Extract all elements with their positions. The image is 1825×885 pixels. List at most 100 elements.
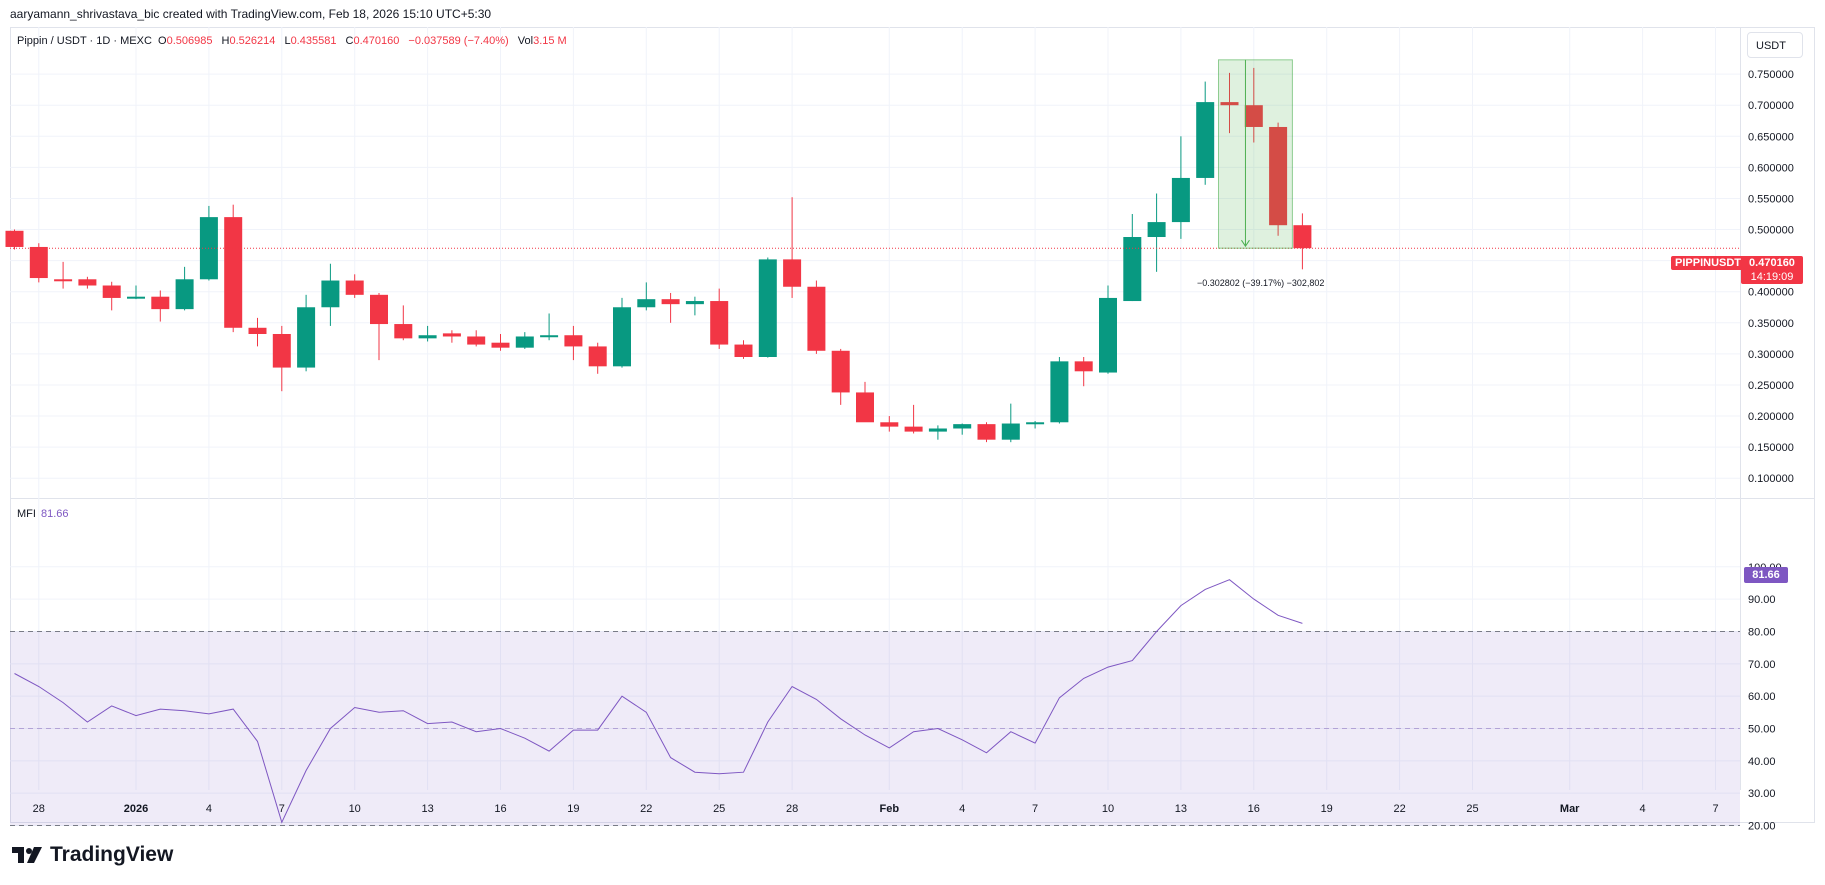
candle-body[interactable] [977, 424, 996, 440]
candle-body[interactable] [661, 299, 680, 305]
candle-body[interactable] [394, 324, 413, 339]
candle-body[interactable] [1244, 105, 1263, 127]
candle-body[interactable] [151, 296, 170, 310]
candle-body[interactable] [248, 327, 267, 334]
candle-body[interactable] [1147, 222, 1166, 238]
candle-body[interactable] [928, 428, 947, 432]
low-value: 0.435581 [290, 35, 337, 47]
candle-body[interactable] [78, 279, 97, 286]
candle-body[interactable] [1050, 361, 1069, 423]
tradingview-logo-text: TradingView [50, 843, 174, 866]
candle-body[interactable] [1074, 361, 1093, 372]
candle-body[interactable] [1293, 225, 1312, 249]
candle-body[interactable] [491, 342, 510, 348]
candle-body[interactable] [29, 246, 48, 279]
last-price-label: 0.470160 14:19:09 [1741, 256, 1803, 284]
last-price-value: 0.470160 [1749, 257, 1795, 269]
candle-body[interactable] [807, 286, 826, 351]
candle-body[interactable] [515, 336, 534, 348]
measure-label: −0.302802 (−39.17%) −302,802 [1197, 278, 1325, 288]
candle-body[interactable] [637, 299, 656, 308]
time-tick-label: 7 [1032, 803, 1038, 815]
candle-body[interactable] [953, 424, 972, 429]
time-tick-label: 28 [786, 803, 798, 815]
price-tick-label: 0.550000 [1748, 193, 1794, 205]
time-tick-label: 19 [567, 803, 579, 815]
tradingview-logo[interactable]: TradingView [10, 843, 173, 867]
close-label: C [345, 35, 354, 47]
candle-body[interactable] [734, 344, 753, 357]
mfi-tick-label: 20.00 [1748, 821, 1776, 833]
high-label: H [221, 35, 230, 47]
candle-body[interactable] [272, 333, 291, 368]
time-tick-label: 13 [421, 803, 433, 815]
change-value: −0.037589 (−7.40%) [408, 35, 509, 47]
time-tick-label: Feb [880, 803, 900, 815]
candle-body[interactable] [1196, 102, 1215, 178]
time-tick-label: 7 [1712, 803, 1718, 815]
candle-body[interactable] [758, 259, 777, 357]
time-tick-label: 22 [640, 803, 652, 815]
candle-body[interactable] [880, 422, 899, 427]
price-tick-label: 0.600000 [1748, 162, 1794, 174]
time-tick-label: 10 [1102, 803, 1114, 815]
mfi-value: 81.66 [40, 508, 69, 520]
candle-body[interactable] [831, 350, 850, 393]
candle-body[interactable] [1001, 423, 1020, 440]
mfi-label[interactable]: MFI [17, 508, 36, 520]
candle-body[interactable] [540, 335, 559, 338]
candle-body[interactable] [856, 392, 874, 423]
measure-tool[interactable] [1218, 59, 1293, 249]
time-tick-label: 28 [33, 803, 45, 815]
candle-body[interactable] [588, 346, 607, 367]
price-tick-label: 0.250000 [1748, 380, 1794, 392]
candle-body[interactable] [418, 335, 437, 339]
price-tick-label: 0.650000 [1748, 131, 1794, 143]
candle-body[interactable] [442, 333, 461, 337]
candle-body[interactable] [54, 279, 73, 282]
candle-body[interactable] [1026, 422, 1045, 425]
candle-body[interactable] [1269, 126, 1288, 226]
candle-body[interactable] [1220, 102, 1239, 106]
time-tick-label: 2026 [124, 803, 148, 815]
candle-body[interactable] [904, 426, 923, 432]
candle-body[interactable] [175, 279, 194, 310]
currency-unit-button[interactable]: USDT [1747, 32, 1803, 58]
bar-countdown: 14:19:09 [1750, 271, 1794, 283]
candle-body[interactable] [1171, 177, 1190, 223]
high-value: 0.526214 [229, 35, 276, 47]
candle-body[interactable] [685, 301, 704, 305]
candle-body[interactable] [1123, 237, 1142, 302]
price-tick-label: 0.500000 [1748, 225, 1794, 237]
tradingview-logo-icon [12, 847, 42, 863]
close-value: 0.470160 [353, 35, 400, 47]
price-tick-label: 0.150000 [1748, 442, 1794, 454]
volume-value: 3.15 M [533, 35, 567, 47]
candle-body[interactable] [783, 259, 802, 287]
candle-body[interactable] [613, 307, 631, 367]
candle-body[interactable] [5, 230, 24, 247]
mfi-tick-label: 90.00 [1748, 594, 1776, 606]
time-tick-label: 16 [1248, 803, 1260, 815]
measure-box[interactable] [1218, 59, 1293, 249]
candle-body[interactable] [321, 280, 340, 308]
candle-body[interactable] [370, 294, 388, 325]
candle-body[interactable] [1099, 297, 1117, 373]
mfi-line [14, 579, 1303, 824]
candle-body[interactable] [127, 296, 145, 299]
time-axis[interactable]: 28 2026 4 7 10 13 16 19 22 25 28 Feb 4 7 10 13 16 19 22 25 M… [33, 803, 1719, 815]
candlestick-series[interactable] [5, 67, 1741, 443]
mfi-axis[interactable]: 20.00 30.00 40.00 50.00 60.00 70.00 80.00 90.00… [1748, 562, 1782, 833]
candle-body[interactable] [102, 285, 121, 298]
candle-body[interactable] [297, 307, 316, 368]
candle-body[interactable] [564, 335, 583, 347]
candle-body[interactable] [345, 280, 364, 295]
candle-body[interactable] [467, 336, 486, 345]
candle-body[interactable] [224, 217, 243, 328]
candle-body[interactable] [710, 301, 729, 345]
mfi-tick-label: 60.00 [1748, 691, 1776, 703]
time-tick-label: 25 [1466, 803, 1478, 815]
mfi-tick-label: 50.00 [1748, 724, 1776, 736]
symbol-label[interactable]: Pippin / USDT · 1D · MEXC [17, 35, 152, 47]
